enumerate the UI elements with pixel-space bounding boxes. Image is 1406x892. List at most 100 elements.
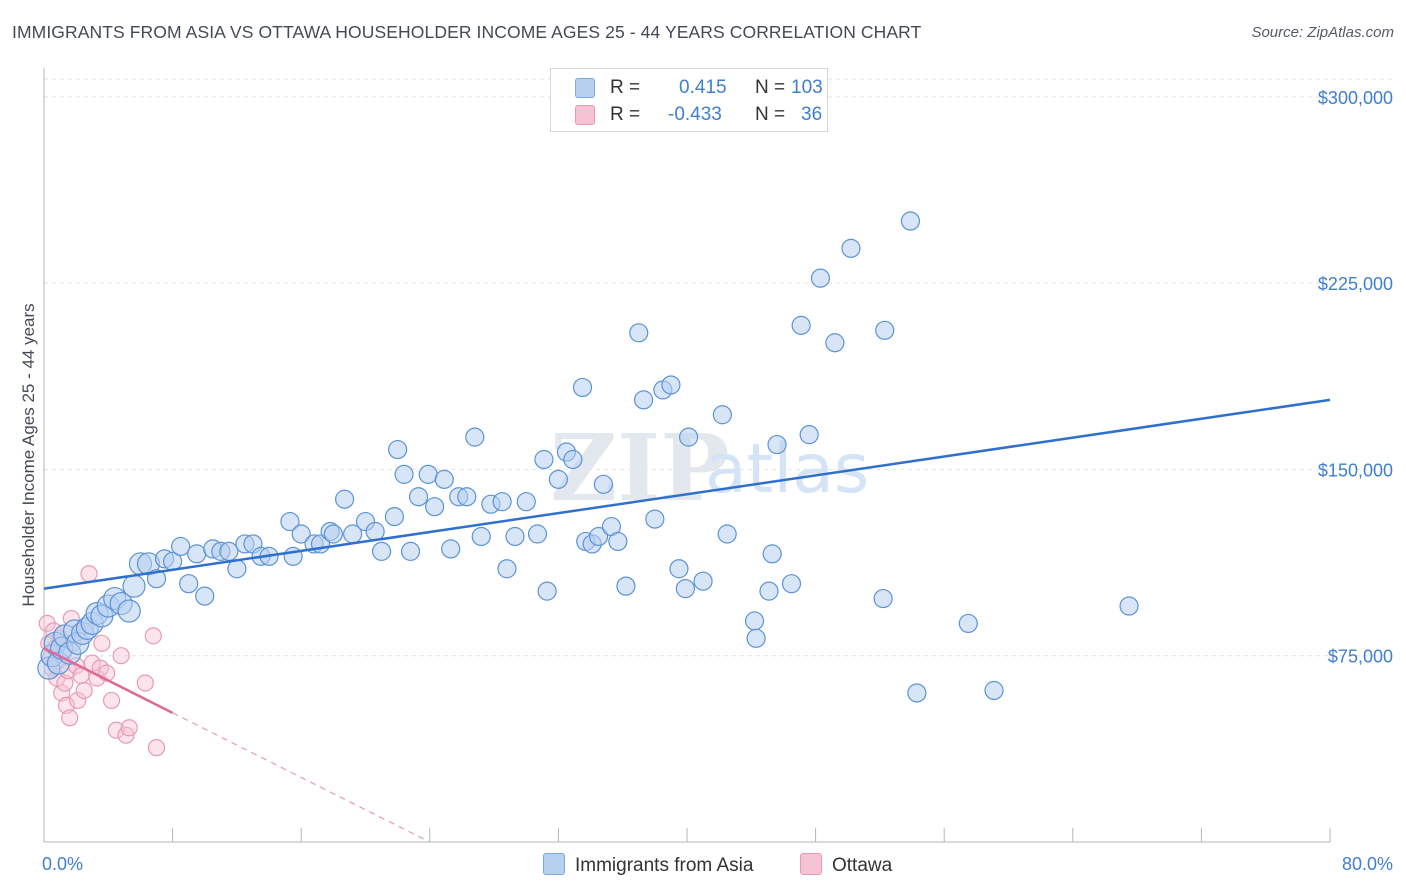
ottawa-point bbox=[93, 634, 111, 652]
y-tick-label: $75,000 bbox=[1328, 647, 1393, 667]
y-tick-label: $150,000 bbox=[1318, 460, 1393, 480]
bottom-swatch-pink bbox=[800, 853, 822, 875]
asia-point bbox=[179, 574, 199, 594]
asia-point bbox=[958, 613, 978, 634]
stats-legend: R = 0.415 N = 103 R = -0.433 N = 36 bbox=[550, 68, 828, 132]
asia-point bbox=[187, 544, 207, 564]
y-tick-label: $300,000 bbox=[1318, 88, 1393, 108]
tick-labels: $75,000 $150,000 $225,000 $300,000 0.0% 80.0% bbox=[42, 88, 1393, 874]
asia-point bbox=[394, 464, 414, 484]
asia-point bbox=[675, 579, 695, 599]
asia-point bbox=[408, 487, 429, 507]
bottom-legend-label: Immigrants from Asia bbox=[575, 855, 754, 876]
y-axis-label: Householder Income Ages 25 - 44 years bbox=[19, 303, 38, 606]
ottawa-point bbox=[147, 739, 166, 757]
asia-point bbox=[371, 541, 392, 561]
asia-trend-line bbox=[43, 398, 1331, 590]
y-tick-label: $225,000 bbox=[1318, 274, 1393, 294]
ottawa-point bbox=[80, 565, 98, 583]
asia-point bbox=[492, 492, 512, 512]
asia-point bbox=[984, 680, 1004, 701]
legend-r-value: 0.415 bbox=[679, 77, 727, 98]
asia-point bbox=[744, 611, 765, 631]
ottawa-point bbox=[112, 647, 130, 665]
asia-point bbox=[875, 320, 895, 340]
asia-point bbox=[608, 531, 628, 552]
asia-point bbox=[534, 449, 554, 470]
asia-point bbox=[900, 211, 921, 231]
asia-point bbox=[679, 427, 699, 447]
asia-point bbox=[810, 268, 831, 288]
watermark-atlas: atlas bbox=[705, 430, 869, 509]
legend-r-value: -0.433 bbox=[668, 104, 722, 125]
legend-n-label: N = bbox=[755, 104, 786, 125]
legend-r-label: R = bbox=[610, 104, 641, 125]
asia-point bbox=[759, 581, 779, 601]
asia-point bbox=[400, 541, 421, 561]
asia-point bbox=[516, 492, 536, 512]
bottom-legend-asia: Immigrants from Asia bbox=[543, 853, 753, 877]
ottawa-trend-line bbox=[43, 647, 174, 714]
asia-point bbox=[471, 526, 491, 547]
legend-n-value: 103 bbox=[791, 77, 823, 98]
axes bbox=[43, 68, 1331, 843]
ottawa-point bbox=[102, 691, 121, 710]
asia-point bbox=[645, 509, 665, 529]
x-tick-label: 80.0% bbox=[1342, 854, 1393, 874]
asia-point bbox=[746, 628, 766, 648]
asia-point bbox=[629, 323, 649, 343]
asia-point bbox=[323, 524, 343, 544]
asia-point bbox=[841, 238, 861, 258]
bottom-legend-label: Ottawa bbox=[832, 855, 893, 876]
bottom-swatch-blue bbox=[543, 853, 565, 875]
asia-points bbox=[37, 211, 1139, 703]
asia-point bbox=[219, 541, 239, 561]
asia-point bbox=[717, 524, 737, 544]
asia-point bbox=[388, 439, 408, 460]
asia-point bbox=[873, 588, 893, 609]
asia-point bbox=[365, 521, 385, 542]
legend-n-label: N = bbox=[755, 77, 786, 98]
asia-point bbox=[762, 544, 782, 564]
asia-point bbox=[661, 375, 681, 395]
asia-point bbox=[122, 574, 146, 598]
asia-point bbox=[537, 581, 557, 601]
asia-point bbox=[441, 539, 461, 559]
asia-point bbox=[588, 526, 609, 547]
x-tick-label: 0.0% bbox=[42, 854, 83, 874]
watermark-zip: ZIP bbox=[550, 414, 729, 522]
asia-point bbox=[907, 683, 927, 703]
asia-point bbox=[616, 576, 636, 596]
asia-point bbox=[384, 507, 405, 527]
legend-swatch-blue bbox=[575, 78, 595, 98]
asia-point bbox=[781, 574, 802, 594]
asia-point bbox=[146, 569, 167, 589]
asia-point bbox=[825, 333, 845, 353]
ottawa-point bbox=[69, 691, 87, 710]
asia-point bbox=[1119, 596, 1139, 616]
asia-point bbox=[712, 405, 732, 425]
ottawa-trend-extension bbox=[172, 712, 431, 843]
asia-point bbox=[791, 315, 811, 335]
trend-lines bbox=[43, 398, 1331, 843]
asia-point bbox=[669, 559, 689, 579]
ottawa-point bbox=[136, 674, 154, 692]
asia-point bbox=[497, 559, 517, 579]
ottawa-point bbox=[144, 627, 162, 645]
ottawa-point bbox=[120, 719, 138, 737]
asia-point bbox=[457, 487, 477, 507]
asia-point bbox=[465, 427, 485, 447]
asia-point bbox=[527, 524, 548, 544]
bottom-legend-ottawa: Ottawa bbox=[800, 853, 892, 877]
ottawa-point bbox=[61, 709, 79, 727]
asia-point bbox=[505, 526, 525, 547]
asia-point bbox=[563, 449, 583, 470]
asia-point bbox=[693, 571, 713, 591]
ottawa-point bbox=[107, 721, 125, 739]
legend-n-value: 36 bbox=[801, 104, 823, 125]
asia-point bbox=[418, 464, 438, 484]
asia-point bbox=[335, 489, 355, 509]
asia-point bbox=[425, 497, 445, 517]
asia-point bbox=[799, 425, 819, 445]
